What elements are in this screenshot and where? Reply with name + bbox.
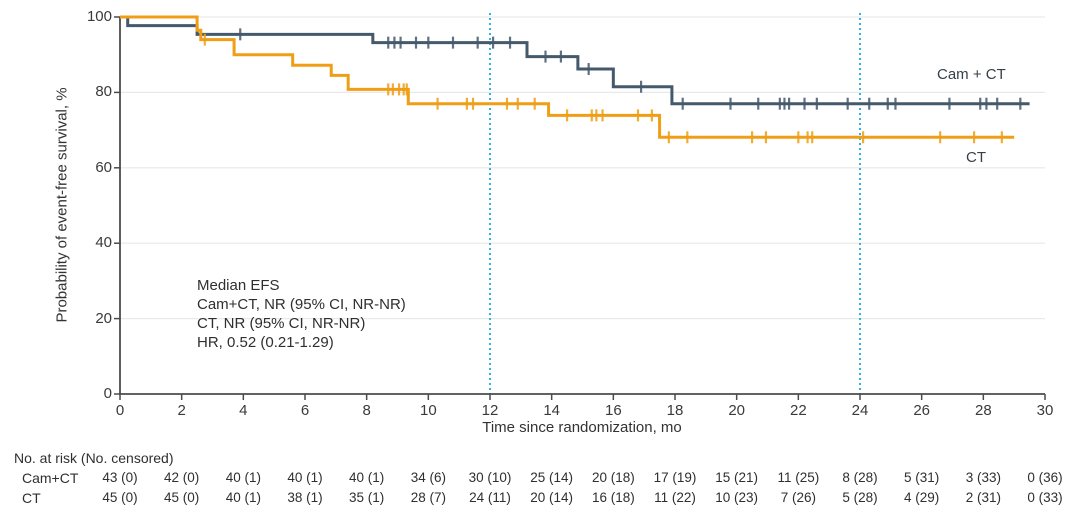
risk-value-ct-14mo: 20 (14) (530, 490, 574, 505)
risk-value-ct-28mo: 2 (31) (965, 490, 1001, 505)
km-curve-cam-ct (120, 15, 1030, 106)
risk-value-cam-ct-18mo: 17 (19) (653, 470, 697, 485)
risk-value-ct-10mo: 28 (7) (410, 490, 446, 505)
risk-value-ct-2mo: 45 (0) (164, 490, 200, 505)
risk-value-ct-20mo: 10 (23) (715, 490, 759, 505)
risk-value-ct-30mo: 0 (33) (1027, 490, 1063, 505)
x-tick-label-18: 18 (666, 402, 684, 419)
x-tick-label-20: 20 (728, 402, 745, 419)
x-tick-label-26: 26 (913, 402, 930, 419)
risk-value-cam-ct-22mo: 11 (25) (777, 470, 820, 485)
risk-value-ct-26mo: 4 (29) (904, 490, 940, 505)
risk-value-cam-ct-14mo: 25 (14) (530, 470, 574, 485)
x-axis-title: Time since randomization, mo (482, 419, 682, 436)
y-tick-label-60: 60 (95, 158, 112, 176)
risk-row-label-ct: CT (22, 490, 41, 506)
risk-value-ct-12mo: 24 (11) (469, 490, 511, 505)
risk-value-ct-4mo: 40 (1) (225, 490, 261, 505)
y-tick-label-20: 20 (95, 309, 112, 327)
series-label-ct: CT (966, 149, 986, 166)
y-axis-title: Probability of event-free survival, % (53, 87, 71, 323)
y-tick-label-40: 40 (95, 234, 112, 252)
x-tick-label-16: 16 (604, 402, 622, 419)
risk-value-cam-ct-28mo: 3 (33) (965, 470, 1001, 485)
risk-value-cam-ct-24mo: 8 (28) (842, 470, 878, 485)
risk-value-cam-ct-12mo: 30 (10) (468, 470, 512, 485)
risk-value-ct-8mo: 35 (1) (349, 490, 385, 505)
annotation-line-ct: CT, NR (95% CI, NR-NR) (197, 315, 366, 332)
risk-value-cam-ct-0mo: 43 (0) (102, 470, 138, 485)
risk-value-ct-16mo: 16 (18) (591, 490, 635, 505)
risk-value-cam-ct-6mo: 40 (1) (287, 470, 323, 485)
x-tick-label-14: 14 (543, 402, 560, 419)
x-tick-label-0: 0 (115, 402, 125, 419)
annotation-line-camct: Cam+CT, NR (95% CI, NR-NR) (197, 296, 406, 313)
risk-value-ct-0mo: 45 (0) (102, 490, 138, 505)
risk-value-ct-18mo: 11 (22) (654, 490, 696, 505)
y-tick-label-80: 80 (95, 83, 112, 101)
km-curve-ct (120, 15, 1015, 139)
risk-value-cam-ct-2mo: 42 (0) (164, 470, 200, 485)
x-tick-label-10: 10 (419, 402, 437, 419)
risk-row-label-cam-ct: Cam+CT (22, 470, 79, 486)
risk-value-ct-24mo: 5 (28) (842, 490, 878, 505)
y-tick-label-0: 0 (103, 385, 112, 402)
risk-table-header: No. at risk (No. censored) (14, 450, 174, 466)
risk-value-cam-ct-16mo: 20 (18) (591, 470, 635, 485)
x-tick-label-2: 2 (177, 402, 186, 419)
x-tick-label-12: 12 (481, 402, 499, 419)
x-tick-label-30: 30 (1036, 402, 1054, 419)
risk-value-ct-6mo: 38 (1) (287, 490, 323, 505)
x-tick-label-6: 6 (300, 402, 310, 419)
x-tick-label-28: 28 (974, 402, 992, 419)
risk-value-cam-ct-8mo: 40 (1) (349, 470, 385, 485)
risk-value-ct-22mo: 7 (26) (780, 490, 816, 505)
risk-value-cam-ct-26mo: 5 (31) (904, 470, 940, 485)
x-tick-label-4: 4 (239, 402, 248, 419)
annotation-line-hr: HR, 0.52 (0.21-1.29) (197, 334, 334, 351)
risk-value-cam-ct-20mo: 15 (21) (715, 470, 759, 485)
x-tick-label-22: 22 (789, 402, 807, 419)
risk-value-cam-ct-4mo: 40 (1) (225, 470, 261, 485)
median-efs-annotation: Median EFS Cam+CT, NR (95% CI, NR-NR) CT… (197, 276, 406, 352)
annotation-line-median: Median EFS (197, 277, 280, 294)
x-tick-label-24: 24 (851, 402, 869, 419)
series-label-cam-ct: Cam + CT (937, 66, 1006, 83)
x-tick-label-8: 8 (362, 402, 371, 419)
risk-value-cam-ct-10mo: 34 (6) (410, 470, 446, 485)
y-tick-label-100: 100 (86, 8, 112, 25)
risk-value-cam-ct-30mo: 0 (36) (1027, 470, 1063, 485)
